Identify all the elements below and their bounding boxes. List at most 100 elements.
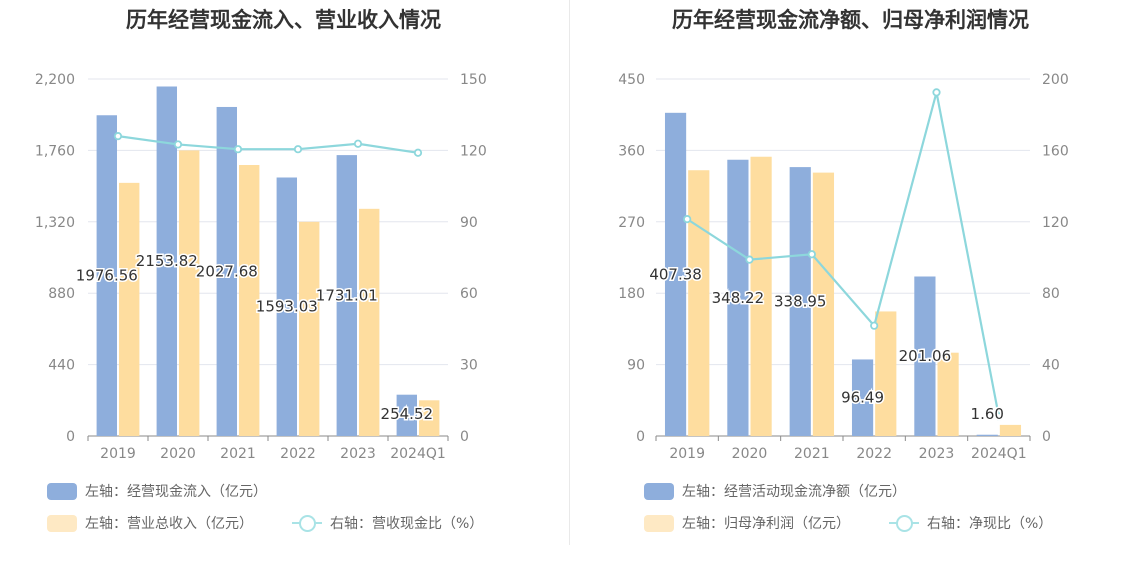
left-axis-tick-label: 450	[618, 72, 645, 88]
legend-item-bar-yellow[interactable]: 左轴：归母净利润（亿元）	[644, 513, 850, 533]
legend-swatch-blue	[644, 482, 674, 500]
line-point	[745, 255, 754, 264]
x-axis-tick-label: 2019	[669, 446, 705, 462]
right-axis-tick-label: 30	[460, 358, 478, 374]
data-label: 201.06	[899, 347, 952, 365]
left-axis-tick-label: 0	[636, 429, 645, 445]
bar-yellow	[179, 150, 200, 436]
chart-plot-cash-inflow: 0 440 880 1,320 1,760 2,200 0 30 60 90 120 150 2019 2…	[35, 72, 487, 462]
line-point	[683, 215, 692, 224]
data-label: 1976.56	[76, 267, 138, 285]
x-axis-tick-label: 2019	[100, 446, 136, 462]
legend-item-bar-yellow[interactable]: 左轴：营业总收入（亿元）	[47, 513, 253, 533]
legend-label: 左轴：营业总收入（亿元）	[85, 516, 253, 532]
legend-line-marker	[292, 514, 322, 532]
data-label: 348.22	[712, 289, 765, 307]
left-axis-tick-label: 2,200	[35, 72, 75, 88]
legend-item-line[interactable]: 右轴：营收现金比（%）	[292, 513, 483, 533]
line-point	[113, 132, 123, 141]
x-axis-tick-label: 2023	[919, 446, 955, 462]
line-point	[932, 88, 941, 97]
left-axis-tick-label: 270	[618, 215, 645, 231]
legend-item-line[interactable]: 右轴：净现比（%）	[889, 513, 1052, 533]
right-axis-tick-label: 40	[1042, 358, 1060, 374]
line-point	[807, 250, 816, 259]
x-axis-tick-label: 2024Q1	[390, 446, 446, 462]
bar-yellow	[688, 170, 710, 436]
line-point	[173, 140, 183, 149]
bar-yellow	[119, 182, 140, 436]
data-label: 2153.82	[136, 252, 198, 270]
bar-yellow	[750, 156, 772, 436]
x-axis-tick-label: 2022	[280, 446, 316, 462]
bar-yellow	[937, 352, 959, 436]
data-label: 407.38	[649, 265, 702, 283]
left-axis-tick-label: 1,760	[35, 143, 75, 159]
data-label: 1593.03	[256, 298, 318, 316]
legend-swatch-blue	[47, 482, 77, 500]
right-axis-tick-label: 90	[460, 215, 478, 231]
left-axis-tick-label: 880	[48, 286, 75, 302]
line-point	[353, 139, 363, 148]
left-axis-tick-label: 440	[48, 358, 75, 374]
right-axis-tick-label: 200	[1042, 72, 1069, 88]
data-label: 1731.01	[316, 287, 378, 305]
legend-label: 左轴：经营现金流入（亿元）	[85, 484, 267, 500]
bar-blue	[96, 115, 117, 437]
chart-title: 历年经营现金流入、营业收入情况	[126, 8, 441, 32]
bar-blue	[727, 159, 749, 436]
data-label: 2027.68	[196, 262, 258, 280]
right-axis-tick-label: 80	[1042, 286, 1060, 302]
left-axis-tick-label: 0	[66, 429, 75, 445]
right-axis-tick-label: 120	[460, 143, 487, 159]
line-point	[994, 412, 1003, 421]
bar-yellow	[299, 221, 320, 436]
legend-label: 左轴：经营活动现金流净额（亿元）	[682, 484, 906, 500]
bar-blue	[336, 155, 357, 436]
right-axis-tick-label: 120	[1042, 215, 1069, 231]
legend-label: 右轴：营收现金比（%）	[330, 516, 484, 532]
bar-blue	[276, 177, 297, 436]
left-axis-tick-label: 180	[618, 286, 645, 302]
chart-panel-cash-inflow: 历年经营现金流入、营业收入情况 0 440 880 1,320 1,760 2,200 0 3…	[35, 8, 487, 533]
bar-blue	[156, 86, 177, 437]
left-axis-tick-label: 90	[627, 358, 645, 374]
bar-yellow	[419, 400, 440, 436]
panel-divider	[569, 0, 570, 545]
legend-item-bar-blue[interactable]: 左轴：经营现金流入（亿元）	[47, 481, 267, 501]
data-label: 338.95	[774, 293, 827, 311]
bar-blue	[976, 434, 998, 436]
line-point	[293, 145, 303, 154]
line-point	[870, 321, 879, 330]
bar-yellow	[359, 208, 380, 436]
bar-blue	[664, 112, 687, 437]
line-series	[117, 135, 419, 154]
chart-title: 历年经营现金流净额、归母净利润情况	[672, 8, 1029, 32]
left-axis-tick-label: 1,320	[35, 215, 75, 231]
chart-panel-net-cash: 历年经营现金流净额、归母净利润情况 0 90 180 270 360 450 0 40 80 12…	[567, 0, 1134, 582]
bar-yellow	[875, 311, 897, 436]
legend-item-bar-blue[interactable]: 左轴：经营活动现金流净额（亿元）	[644, 481, 906, 501]
chart-plot-net-cash: 0 90 180 270 360 450 0 40 80 120 160 200 2019 2020 202…	[618, 72, 1069, 462]
x-axis-tick-label: 2022	[856, 446, 892, 462]
data-label: 96.49	[841, 389, 884, 407]
right-axis-tick-label: 0	[1042, 429, 1051, 445]
legend-line-marker	[889, 514, 919, 532]
data-label: 254.52	[381, 405, 434, 423]
right-axis-tick-label: 160	[1042, 143, 1069, 159]
bar-blue	[396, 394, 417, 436]
x-axis-tick-label: 2021	[220, 446, 256, 462]
x-axis-tick-label: 2024Q1	[971, 446, 1027, 462]
bar-yellow	[239, 165, 260, 436]
right-axis-tick-label: 0	[460, 429, 469, 445]
left-axis-tick-label: 360	[618, 143, 645, 159]
data-label: 1.60	[971, 405, 1004, 423]
line-point	[413, 148, 423, 157]
bar-blue	[216, 106, 237, 437]
x-axis-tick-label: 2023	[340, 446, 376, 462]
right-axis-tick-label: 150	[460, 72, 487, 88]
legend-label: 右轴：净现比（%）	[927, 516, 1053, 532]
legend-swatch-yellow	[47, 514, 77, 532]
x-axis-tick-label: 2020	[160, 446, 196, 462]
bar-yellow	[812, 172, 835, 436]
